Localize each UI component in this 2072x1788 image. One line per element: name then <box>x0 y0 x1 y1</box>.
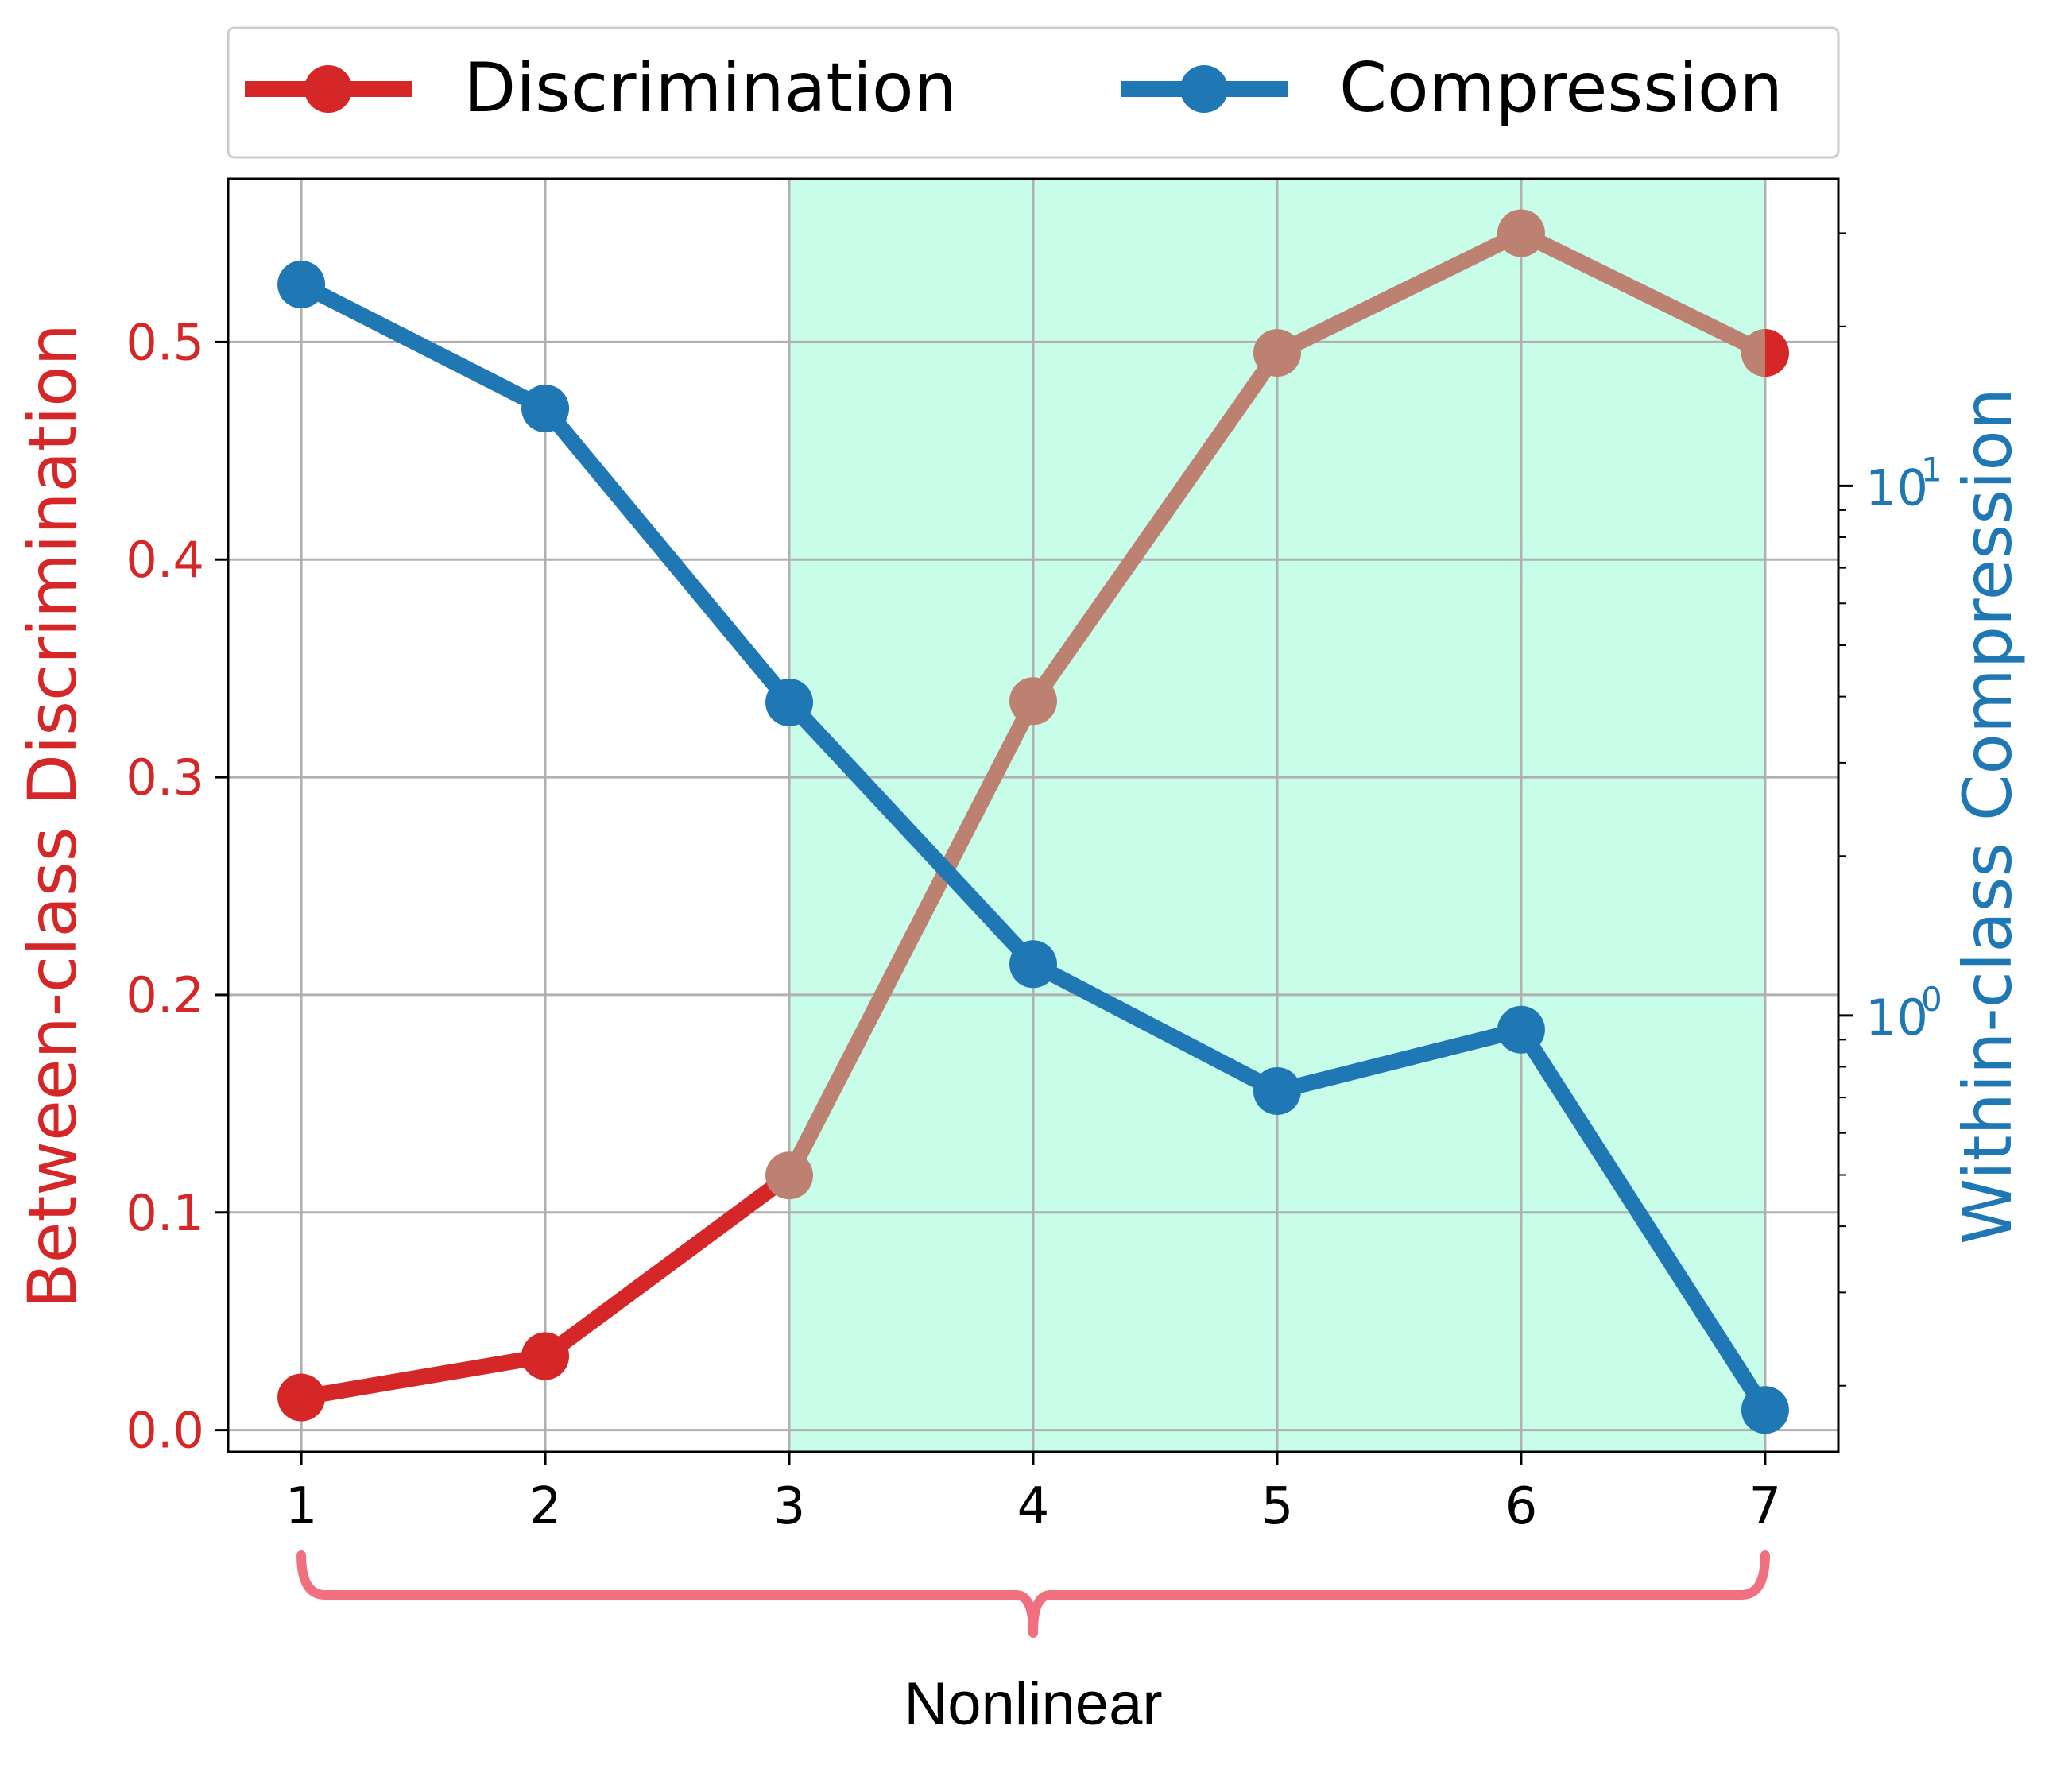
legend-discrimination-marker <box>304 65 352 113</box>
y-left-tick-label: 0.0 <box>126 1402 204 1460</box>
x-tick-label: 7 <box>1749 1477 1782 1536</box>
series-compression-point <box>765 678 814 726</box>
series-discrimination-point <box>521 1332 570 1380</box>
legend-compression-marker <box>1180 65 1228 113</box>
series-compression-segment <box>537 401 798 710</box>
legend-discrimination-label: Discrimination <box>463 48 957 128</box>
series-compression-point <box>277 261 326 309</box>
series-discrimination-point-edge <box>1764 329 1789 377</box>
series-compression-point <box>1009 940 1057 989</box>
x-tick-label: 4 <box>1017 1477 1050 1536</box>
y-right-tick-exponent: 1 <box>1921 450 1942 489</box>
legend-compression-label: Compression <box>1339 48 1783 128</box>
y-axis-title-right: Within-class Compression <box>1949 388 2027 1244</box>
nonlinear-brace: Nonlinear <box>296 1550 1770 1738</box>
series-discrimination-point <box>765 1151 814 1200</box>
y-axis-title-left: Between-class Discrimination <box>14 323 91 1309</box>
series-compression-point <box>521 385 570 433</box>
series-discrimination-segment <box>293 1348 554 1406</box>
x-tick-label: 2 <box>529 1477 562 1536</box>
legend: Discrimination Compression <box>227 26 1840 159</box>
y-left-tick-label: 0.1 <box>126 1184 204 1242</box>
x-tick-label: 1 <box>285 1477 318 1536</box>
series-discrimination-segment <box>537 1167 798 1364</box>
series-discrimination-point <box>1497 209 1545 257</box>
legend-box <box>227 26 1840 159</box>
series-compression-segment <box>293 277 554 417</box>
x-tick-label: 3 <box>773 1477 806 1536</box>
series-discrimination-point <box>1253 329 1301 377</box>
series-discrimination-segment <box>1512 225 1773 362</box>
series-discrimination-point-edge <box>1741 329 1765 377</box>
y-left-tick-label: 0.2 <box>126 966 204 1024</box>
series-compression-segment <box>1268 1021 1529 1099</box>
y-left-tick-label: 0.3 <box>126 749 204 807</box>
series-compression-point <box>1253 1066 1301 1115</box>
series-compression-segment <box>781 694 1041 973</box>
brace-label: Nonlinear <box>904 1670 1162 1738</box>
x-tick-label: 6 <box>1505 1477 1538 1536</box>
brace-path <box>296 1550 1770 1638</box>
x-tick-label: 5 <box>1261 1477 1294 1536</box>
y-right-tick-label: 10 <box>1865 459 1928 517</box>
series-discrimination-point <box>1009 677 1057 726</box>
series-discrimination-point <box>277 1373 326 1422</box>
series-discrimination-segment <box>781 693 1041 1184</box>
y-left-tick-label: 0.5 <box>126 313 204 371</box>
series-discrimination-segment <box>1025 345 1285 710</box>
series-compression-point <box>1741 1386 1789 1434</box>
y-left-tick-label: 0.4 <box>126 531 204 589</box>
series-compression-segment <box>1512 1021 1773 1418</box>
y-right-tick-label: 10 <box>1865 989 1928 1047</box>
y-right-tick-exponent: 0 <box>1921 980 1942 1019</box>
series-discrimination-segment <box>1268 225 1529 362</box>
series-compression-segment <box>1025 956 1285 1099</box>
series-compression-point <box>1497 1005 1545 1054</box>
